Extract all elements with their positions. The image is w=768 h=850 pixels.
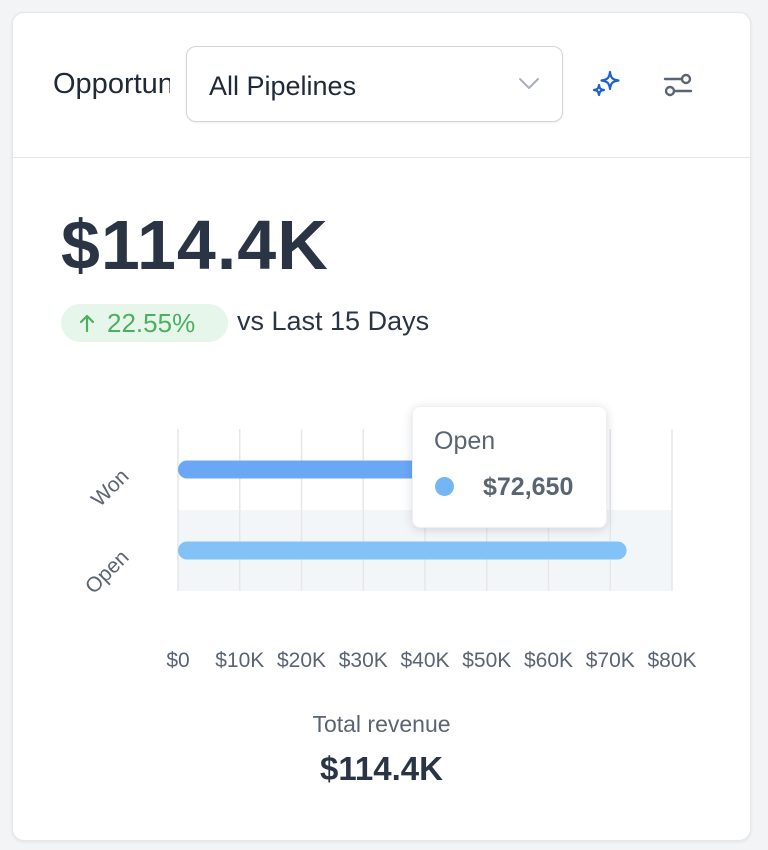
total-value: $114.4K bbox=[61, 206, 329, 284]
x-tick-label: $20K bbox=[277, 649, 326, 672]
x-tick-label: $40K bbox=[400, 649, 449, 672]
opportunity-bar-chart: Won Open $0 $10K $20K $30K $40K $50K $60K $70K $80… bbox=[81, 429, 697, 672]
sparkle-icon[interactable] bbox=[590, 69, 622, 101]
pipeline-select[interactable]: All Pipelines bbox=[186, 46, 563, 122]
pipeline-select-value: All Pipelines bbox=[209, 71, 357, 101]
x-tick-label: $80K bbox=[647, 649, 696, 672]
tooltip-title: Open bbox=[434, 427, 496, 455]
change-badge: 22.55% bbox=[61, 304, 228, 342]
arrow-up-icon bbox=[79, 314, 95, 333]
category-label-won: Won bbox=[87, 465, 134, 512]
category-label-open: Open bbox=[81, 546, 134, 599]
bar-open bbox=[178, 541, 627, 560]
total-revenue-label: Total revenue bbox=[312, 711, 451, 737]
tooltip-value: $72,650 bbox=[483, 473, 574, 501]
chevron-down-icon bbox=[519, 78, 539, 89]
compare-label: vs Last 15 Days bbox=[237, 306, 430, 336]
x-tick-label: $0 bbox=[166, 649, 189, 672]
tooltip-series-dot bbox=[435, 477, 454, 496]
x-tick-label: $10K bbox=[215, 649, 264, 672]
card-title: Opportunities bbox=[53, 68, 170, 100]
chart-tooltip: Open $72,650 bbox=[412, 406, 607, 528]
filters-icon[interactable] bbox=[662, 71, 694, 99]
opportunities-card: Opportunities All Pipelines $114.4K 22.5… bbox=[12, 12, 751, 841]
total-revenue-value: $114.4K bbox=[320, 750, 443, 787]
x-tick-label: $30K bbox=[339, 649, 388, 672]
x-tick-label: $70K bbox=[586, 649, 635, 672]
bar-won bbox=[178, 460, 436, 479]
card-header: Opportunities All Pipelines bbox=[13, 13, 750, 158]
x-tick-label: $50K bbox=[462, 649, 511, 672]
change-value: 22.55% bbox=[107, 308, 196, 338]
x-tick-label: $60K bbox=[524, 649, 573, 672]
